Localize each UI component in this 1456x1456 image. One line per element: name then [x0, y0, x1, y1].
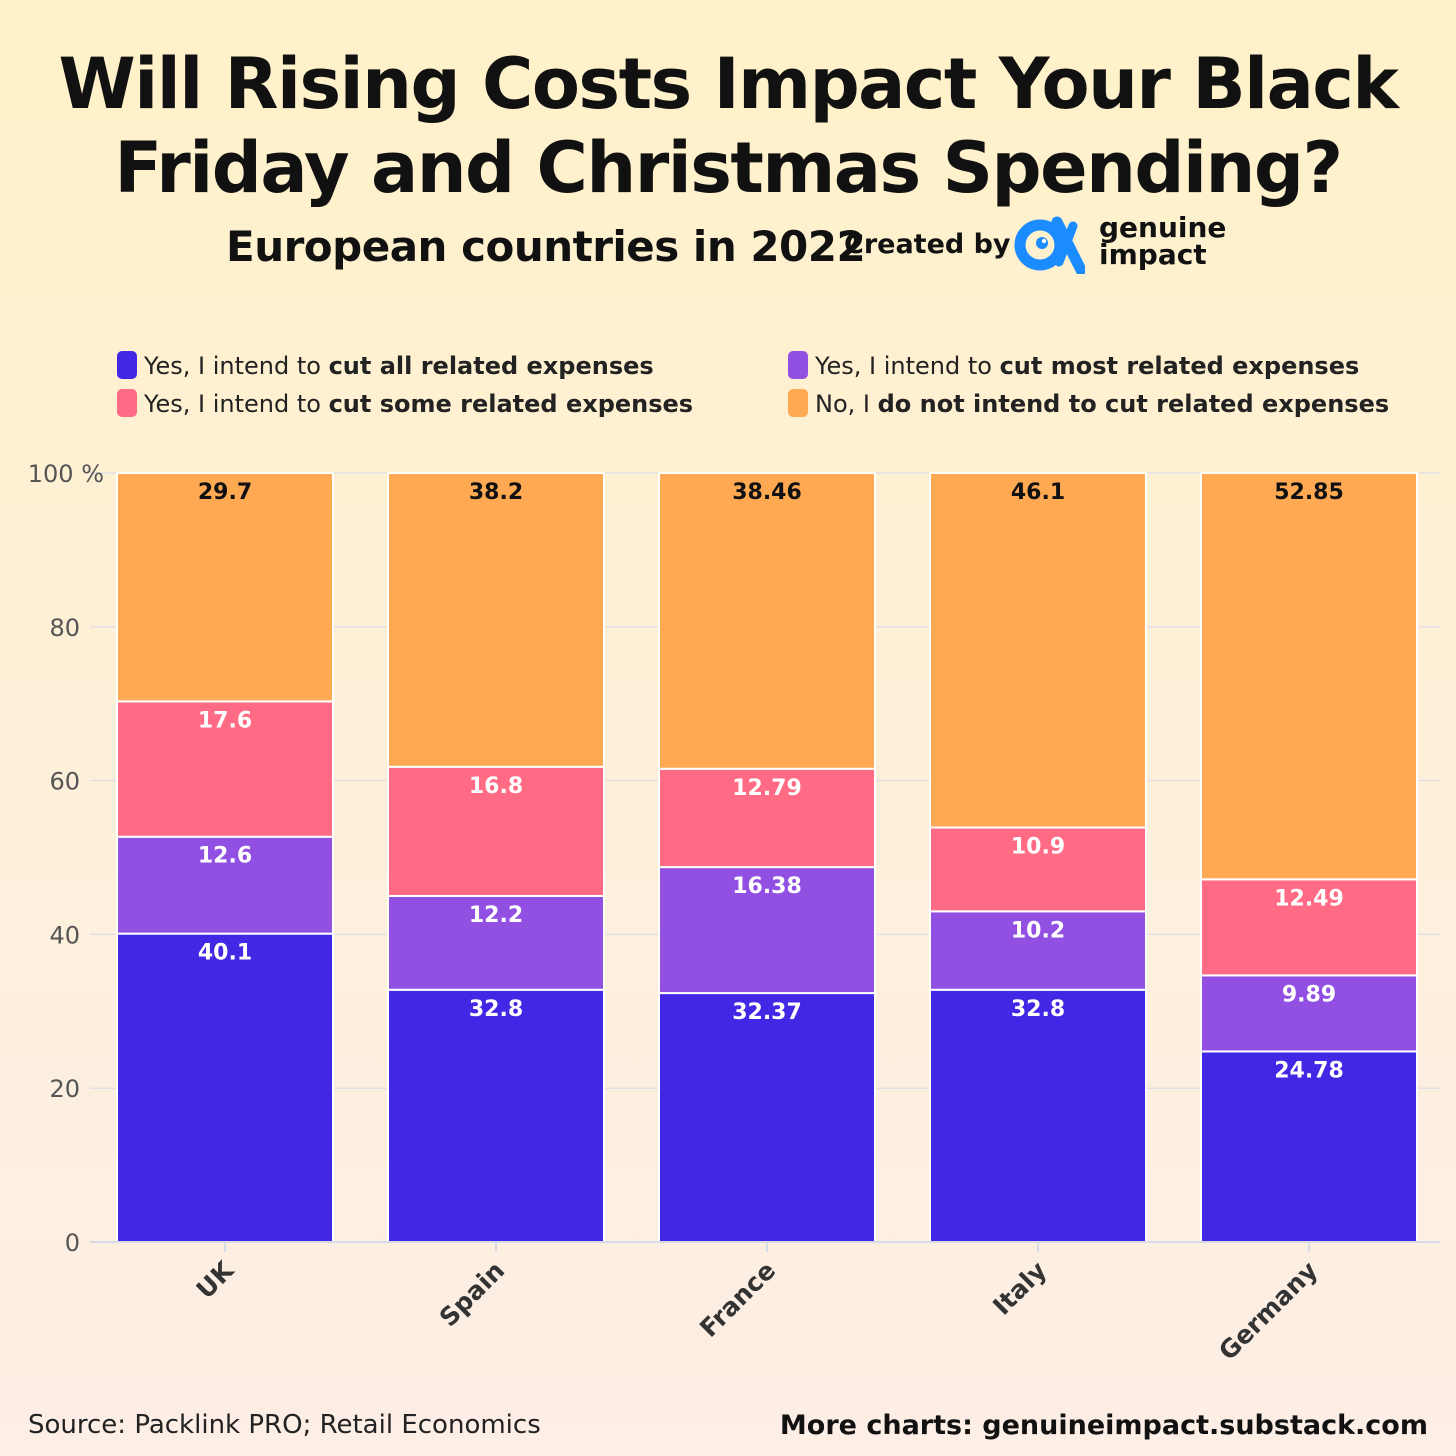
y-tick-label: 0 — [65, 1229, 80, 1257]
bar-segment — [929, 910, 1147, 991]
bar-segment — [1200, 974, 1418, 1053]
bar-segment — [658, 866, 876, 995]
legend-swatch-cut-all — [117, 351, 137, 379]
data-label: 40.1 — [198, 941, 252, 966]
data-label: 38.2 — [469, 480, 523, 505]
data-label: 12.49 — [1274, 886, 1344, 911]
brand-name: genuine impact — [1099, 211, 1227, 271]
chart-title-line-1: Will Rising Costs Impact Your Black — [58, 43, 1399, 125]
x-tick-label: Italy — [987, 1256, 1052, 1321]
y-tick-label: 20 — [49, 1075, 80, 1103]
data-label: 38.46 — [732, 480, 802, 505]
legend-prefix: No, I — [815, 390, 878, 418]
bar-segment — [658, 992, 876, 1243]
brand-name-line-1: genuine — [1099, 211, 1227, 244]
legend-swatch-cut-some — [117, 389, 137, 417]
bar-segment — [116, 932, 334, 1243]
data-label: 12.6 — [198, 844, 252, 869]
legend-bold: cut some related expenses — [328, 390, 694, 418]
data-label: 32.37 — [732, 1000, 802, 1025]
created-by-label: Created by — [844, 229, 1011, 260]
data-label: 29.7 — [198, 480, 252, 505]
x-tick-label: France — [694, 1256, 781, 1343]
brand-name-line-2: impact — [1099, 238, 1207, 271]
y-tick-label: 40 — [49, 921, 80, 949]
legend-bold: cut most related expenses — [999, 352, 1360, 380]
data-label: 46.1 — [1011, 480, 1065, 505]
bar-segment — [387, 765, 605, 897]
legend-prefix: Yes, I intend to — [815, 352, 1000, 380]
bar-segment — [116, 700, 334, 838]
legend-prefix: Yes, I intend to — [144, 390, 329, 418]
bar-segment — [116, 472, 334, 703]
legend-item-cut-all: Yes, I intend to cut all related expense… — [117, 351, 654, 381]
bar-segment — [658, 472, 876, 770]
bar-segment — [929, 472, 1147, 829]
chart-title-line-2: Friday and Christmas Spending? — [114, 127, 1343, 209]
data-label: 16.38 — [732, 874, 802, 899]
bar-segment — [658, 767, 876, 869]
data-label: 24.78 — [1274, 1058, 1344, 1083]
legend-bold: do not intend to cut related expenses — [877, 390, 1390, 418]
legend-item-no-cut: No, I do not intend to cut related expen… — [788, 389, 1389, 419]
y-tick-label: 60 — [49, 768, 80, 796]
data-label: 12.79 — [732, 776, 802, 801]
y-tick-label: 100 % — [28, 460, 104, 488]
legend-swatch-no-cut — [788, 389, 808, 417]
data-label: 12.2 — [469, 903, 523, 928]
data-label: 32.8 — [469, 997, 523, 1022]
x-tick-label: UK — [191, 1255, 241, 1305]
x-tick-label: Spain — [434, 1256, 510, 1332]
legend-swatch-cut-most — [788, 351, 808, 379]
legend-item-cut-some: Yes, I intend to cut some related expens… — [117, 389, 693, 419]
more-charts-link[interactable]: More charts: genuineimpact.substack.com — [779, 1410, 1428, 1441]
y-tick-label: 80 — [49, 614, 80, 642]
data-label: 16.8 — [469, 774, 523, 799]
bar-segment — [116, 835, 334, 935]
data-label: 52.85 — [1274, 480, 1344, 505]
data-label: 9.89 — [1282, 982, 1336, 1007]
bar-segment — [929, 988, 1147, 1243]
legend-bold: cut all related expenses — [328, 352, 654, 380]
chart-subtitle: European countries in 2022 — [226, 222, 866, 271]
data-label: 32.8 — [1011, 997, 1065, 1022]
bar-segment — [387, 988, 605, 1243]
bar-segment — [929, 826, 1147, 913]
x-tick-label: Germany — [1213, 1256, 1323, 1366]
bar-segment — [387, 472, 605, 768]
legend-item-cut-most: Yes, I intend to cut most related expens… — [788, 351, 1359, 381]
chart-title: Will Rising Costs Impact Your Black Frid… — [0, 42, 1456, 210]
bar-segment — [1200, 878, 1418, 977]
bar-segment — [387, 894, 605, 991]
data-label: 10.9 — [1011, 835, 1065, 860]
bar-segment — [1200, 1050, 1418, 1243]
data-label: 10.2 — [1011, 918, 1065, 943]
bar-segment — [1200, 471, 1418, 881]
legend-prefix: Yes, I intend to — [144, 352, 329, 380]
data-label: 17.6 — [198, 708, 252, 733]
source-note: Source: Packlink PRO; Retail Economics — [28, 1410, 541, 1440]
genuine-impact-logo-icon — [1013, 216, 1087, 278]
